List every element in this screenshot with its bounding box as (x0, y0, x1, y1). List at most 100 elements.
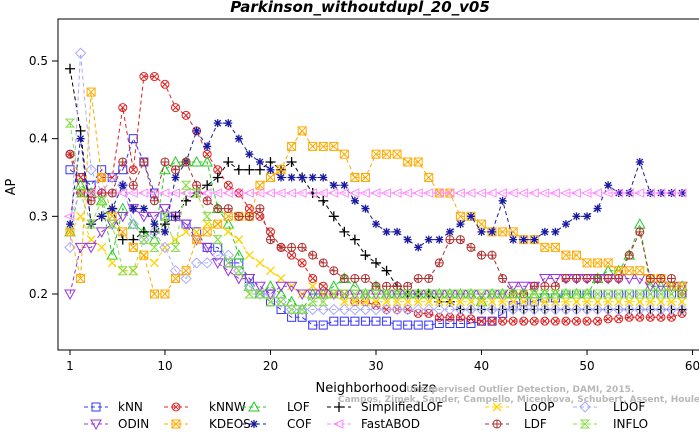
x-tick-label: 20 (263, 359, 278, 373)
data-point-cof (540, 227, 549, 236)
data-point-cof (171, 173, 180, 182)
data-point-ldof (317, 303, 329, 316)
y-axis-label: AP (4, 178, 19, 195)
data-point-loop (519, 297, 529, 307)
data-point-ldof (328, 303, 340, 316)
data-point-fastabod (633, 188, 645, 198)
legend-marker-kdeos (171, 419, 181, 429)
data-point-fastabod (506, 188, 518, 198)
data-point-inflo (75, 188, 86, 198)
data-point-ldof (106, 171, 118, 184)
legend-item-inflo: INFLO (573, 417, 648, 431)
data-point-kdeos (76, 273, 86, 283)
data-point-ldof (549, 303, 562, 316)
data-point-knn (339, 316, 349, 326)
plot-series (63, 47, 688, 330)
data-point-cof (66, 220, 74, 229)
data-point-kdeos (582, 258, 592, 268)
data-point-ldf (382, 281, 392, 291)
data-point-fastabod (158, 188, 170, 198)
data-point-inflo (634, 289, 646, 299)
data-point-cof (435, 235, 444, 244)
legend-label-ldof: LDOF (613, 400, 645, 414)
data-point-ldof (201, 257, 213, 269)
data-point-fastabod (559, 188, 571, 198)
data-point-ldf (445, 235, 455, 245)
data-point-inflo (486, 289, 498, 299)
data-point-knn (445, 319, 455, 329)
data-point-ldof (655, 303, 667, 316)
series-kdeos (65, 87, 687, 299)
legend-label-odin: ODIN (118, 417, 149, 431)
data-point-kdeos (213, 219, 223, 229)
data-point-ldof (391, 303, 403, 316)
data-point-fastabod (443, 188, 455, 198)
data-point-cof (414, 243, 423, 252)
data-point-kdeos (255, 180, 265, 190)
x-axis: 1 10 20 30 40 50 60 (66, 349, 699, 373)
data-point-fastabod (433, 188, 444, 198)
data-point-fastabod (675, 188, 687, 198)
data-point-inflo (676, 289, 688, 299)
data-point-kdeos (86, 87, 96, 97)
data-point-kdeos (603, 258, 613, 268)
data-point-loop (382, 297, 392, 307)
data-point-inflo (328, 289, 340, 299)
data-point-inflo (265, 297, 276, 307)
data-point-ldf (498, 273, 508, 283)
data-point-loop (434, 297, 444, 307)
data-point-kdeos (350, 173, 360, 182)
data-point-inflo (571, 289, 582, 299)
data-point-knnw (171, 103, 181, 113)
data-point-loop (266, 266, 275, 276)
data-point-knnw (181, 110, 191, 120)
data-point-odin (159, 204, 171, 215)
data-point-ldof (444, 303, 456, 316)
data-point-fastabod (327, 188, 339, 198)
data-point-fastabod (528, 188, 539, 198)
data-point-cof (477, 227, 486, 236)
data-point-ldof (518, 303, 530, 316)
data-point-inflo (128, 266, 139, 276)
data-point-ldf (234, 211, 244, 221)
data-point-inflo (212, 235, 223, 245)
data-point-inflo (360, 289, 371, 299)
data-point-fastabod (348, 188, 360, 198)
legend-item-ldof: LDOF (573, 400, 645, 414)
data-point-ldof (159, 241, 171, 254)
data-point-fastabod (580, 188, 592, 198)
data-point-loop (255, 258, 265, 268)
watermark-line-2: Campos, Zimek, Sander, Campello, Micenko… (338, 395, 699, 405)
legend-item-kdeos: KDEOS (164, 417, 251, 431)
data-point-odin (169, 211, 182, 223)
data-point-fastabod (454, 188, 465, 198)
data-point-ldf (593, 273, 603, 283)
data-point-loop (276, 274, 286, 283)
data-point-knn (371, 316, 381, 326)
data-point-inflo (391, 289, 403, 299)
y-tick-label: 0.5 (29, 54, 48, 68)
data-point-ldf (139, 157, 149, 167)
data-point-fastabod (169, 188, 181, 198)
data-point-knn (308, 320, 318, 330)
data-point-fastabod (274, 188, 286, 198)
data-point-knnw (519, 316, 529, 326)
data-point-ldf (466, 242, 476, 252)
data-point-kdeos (287, 141, 297, 151)
legend-marker-cof (250, 420, 258, 428)
data-point-knnw (593, 316, 603, 326)
data-point-inflo (381, 289, 392, 299)
data-point-kdeos (97, 173, 107, 182)
data-point-fastabod (369, 188, 381, 198)
data-point-inflo (592, 289, 603, 299)
data-point-inflo (444, 289, 456, 299)
data-point-kdeos (118, 227, 128, 237)
data-point-ldof (570, 303, 583, 316)
data-point-ldof (370, 303, 382, 316)
data-point-ldf (487, 250, 497, 260)
data-point-inflo (518, 289, 529, 299)
data-point-ldof (528, 303, 540, 316)
plot-frame (57, 18, 699, 351)
data-point-fastabod (253, 188, 265, 198)
legend-item-odin: ODIN (84, 417, 149, 431)
